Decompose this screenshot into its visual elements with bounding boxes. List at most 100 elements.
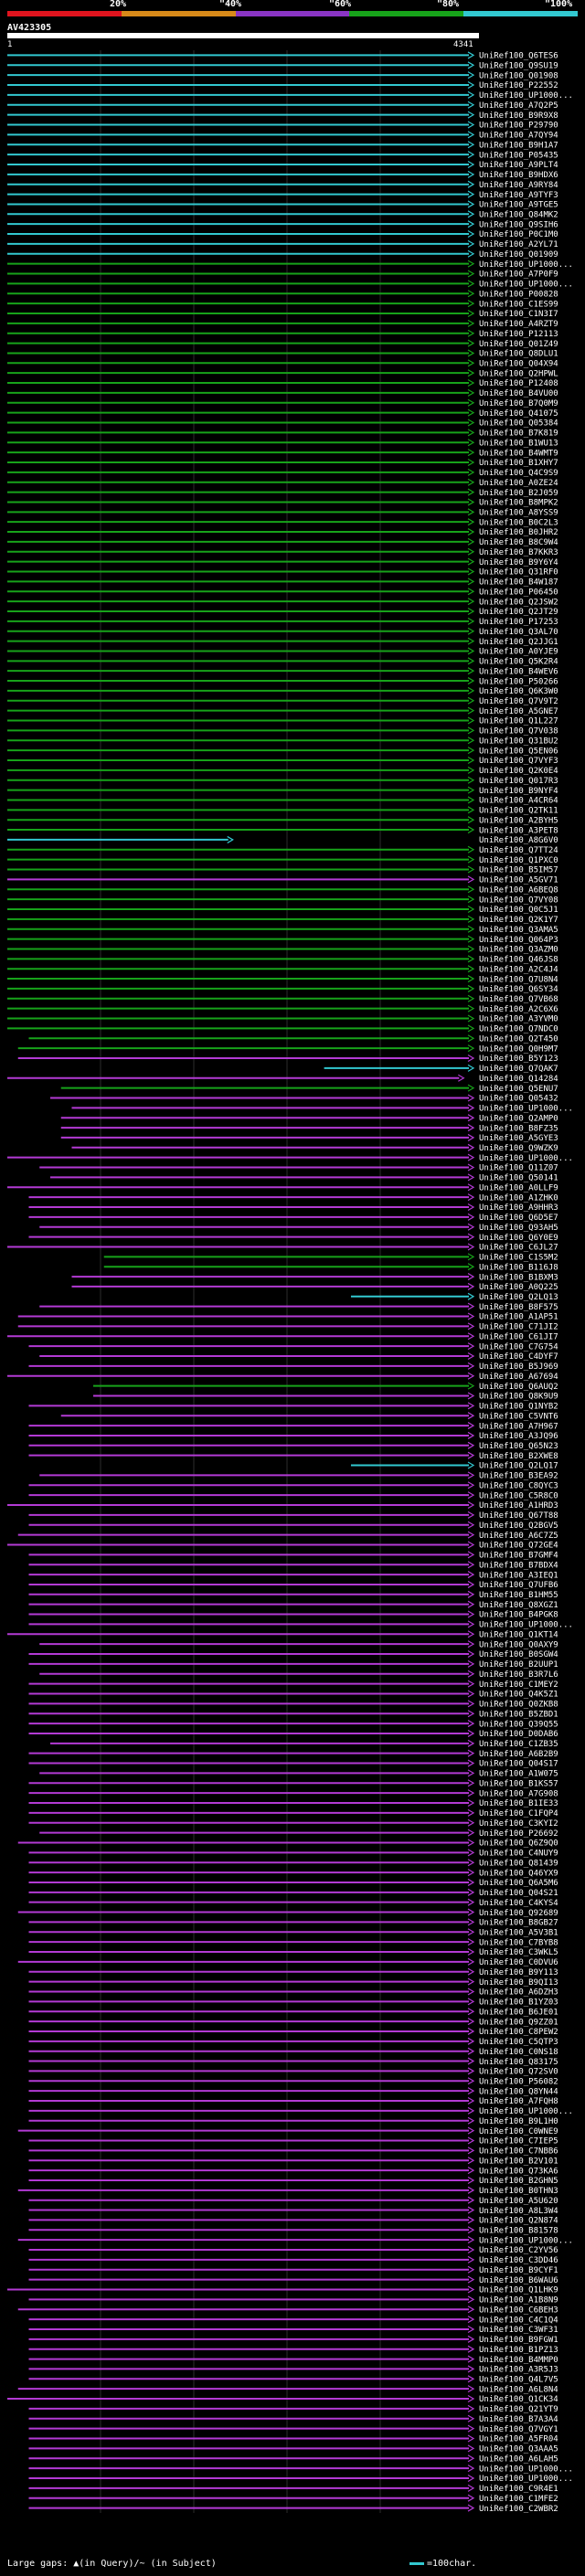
hit-label[interactable]: UniRef100_B1PZ13 [479, 2346, 558, 2355]
hit-row[interactable]: UniRef100_Q2K0E4 [7, 766, 558, 776]
hit-row[interactable]: UniRef100_B1IE33 [28, 1798, 558, 1808]
hit-label[interactable]: UniRef100_A0LLF9 [479, 1183, 558, 1193]
hit-row[interactable]: UniRef100_A1HRD3 [7, 1500, 558, 1511]
hit-label[interactable]: UniRef100_B9Y6Y4 [479, 558, 558, 567]
hit-label[interactable]: UniRef100_UP1000... [479, 91, 573, 101]
hit-label[interactable]: UniRef100_C61JI7 [479, 1332, 558, 1341]
hit-label[interactable]: UniRef100_Q1NYB2 [479, 1403, 558, 1412]
hit-row[interactable]: UniRef100_Q064P3 [7, 935, 558, 945]
hit-label[interactable]: UniRef100_A4RZT9 [479, 320, 558, 329]
hit-row[interactable]: UniRef100_C3KYI2 [28, 1818, 558, 1829]
hit-row[interactable]: UniRef100_B8GB27 [28, 1918, 558, 1928]
hit-label[interactable]: UniRef100_B7Q0M9 [479, 399, 558, 408]
hit-label[interactable]: UniRef100_A1ZHK0 [479, 1193, 558, 1203]
hit-row[interactable]: UniRef100_UP1000... [28, 2465, 573, 2474]
hit-row[interactable]: UniRef100_P0C1M0 [7, 230, 558, 239]
hit-row[interactable]: UniRef100_B1YZ03 [28, 1998, 558, 2008]
hit-row[interactable]: UniRef100_B7Q0M9 [7, 398, 558, 408]
hit-row[interactable]: UniRef100_A7G908 [28, 1789, 558, 1798]
hit-row[interactable]: UniRef100_Q46YX9 [28, 1869, 558, 1878]
hit-row[interactable]: UniRef100_B116J8 [103, 1263, 558, 1272]
hit-label[interactable]: UniRef100_Q2N874 [479, 2217, 558, 2226]
hit-row[interactable]: UniRef100_B8FZ35 [60, 1124, 558, 1133]
hit-label[interactable]: UniRef100_B2J059 [479, 489, 558, 498]
hit-label[interactable]: UniRef100_Q017R3 [479, 777, 558, 786]
hit-row[interactable]: UniRef100_Q1KT14 [7, 1630, 558, 1639]
hit-row[interactable]: UniRef100_Q5K2R4 [7, 657, 558, 667]
hit-label[interactable]: UniRef100_A7P0F9 [479, 270, 558, 280]
hit-row[interactable]: UniRef100_Q81439 [28, 1859, 558, 1868]
hit-row[interactable]: UniRef100_B3R7L6 [39, 1670, 558, 1680]
hit-label[interactable]: UniRef100_B7A3A4 [479, 2415, 558, 2424]
hit-label[interactable]: UniRef100_B4PGK8 [479, 1611, 558, 1620]
hit-row[interactable]: UniRef100_C71JI2 [17, 1322, 558, 1332]
hit-label[interactable]: UniRef100_A7FQH8 [479, 2097, 558, 2106]
hit-row[interactable]: UniRef100_C7BYB8 [28, 1938, 558, 1947]
hit-row[interactable]: UniRef100_A9PLT4 [7, 160, 558, 170]
hit-row[interactable]: UniRef100_P29790 [7, 121, 558, 131]
hit-label[interactable]: UniRef100_A9HHR3 [479, 1203, 558, 1213]
hit-label[interactable]: UniRef100_B5ZBD1 [479, 1710, 558, 1719]
hit-row[interactable]: UniRef100_UP1000... [7, 1153, 573, 1163]
hit-label[interactable]: UniRef100_A7Q2P5 [479, 101, 558, 111]
hit-label[interactable]: UniRef100_Q2TK11 [479, 807, 558, 816]
hit-row[interactable]: UniRef100_Q8DLU1 [7, 349, 558, 359]
hit-row[interactable]: UniRef100_Q2N874 [28, 2216, 558, 2226]
hit-label[interactable]: UniRef100_Q6AUQ2 [479, 1383, 558, 1392]
hit-label[interactable]: UniRef100_A3JQ96 [479, 1432, 558, 1441]
hit-row[interactable]: UniRef100_A4RZT9 [7, 319, 558, 329]
hit-label[interactable]: UniRef100_Q2K1Y7 [479, 916, 558, 925]
hit-label[interactable]: UniRef100_B1IE33 [479, 1799, 558, 1808]
hit-label[interactable]: UniRef100_B9L1H0 [479, 2117, 558, 2126]
hit-label[interactable]: UniRef100_Q6K3W0 [479, 687, 558, 696]
hit-label[interactable]: UniRef100_Q04S17 [479, 1760, 558, 1769]
hit-row[interactable]: UniRef100_C1ES99 [7, 300, 558, 309]
hit-label[interactable]: UniRef100_Q81439 [479, 1859, 558, 1868]
hit-row[interactable]: UniRef100_A3R5J3 [28, 2365, 558, 2375]
hit-label[interactable]: UniRef100_P12408 [479, 379, 558, 388]
hit-label[interactable]: UniRef100_Q05432 [479, 1095, 558, 1104]
hit-label[interactable]: UniRef100_UP1000... [479, 2475, 573, 2484]
hit-label[interactable]: UniRef100_A3PET8 [479, 826, 558, 835]
hit-row[interactable]: UniRef100_D0DAB6 [28, 1729, 558, 1739]
hit-row[interactable]: UniRef100_P05435 [7, 151, 558, 160]
hit-label[interactable]: UniRef100_Q7V038 [479, 727, 558, 737]
hit-row[interactable]: UniRef100_A5V3B1 [28, 1928, 558, 1937]
hit-row[interactable]: UniRef100_B5IM57 [7, 865, 558, 875]
hit-row[interactable]: UniRef100_A1B8N9 [28, 2295, 558, 2306]
hit-row[interactable]: UniRef100_Q01909 [7, 249, 558, 260]
hit-row[interactable]: UniRef100_Q92689 [17, 1908, 558, 1918]
hit-row[interactable]: UniRef100_A6DZH3 [28, 1988, 558, 1998]
hit-label[interactable]: UniRef100_Q92689 [479, 1909, 558, 1918]
hit-row[interactable]: UniRef100_UP1000... [28, 1620, 573, 1630]
hit-row[interactable]: UniRef100_B3EA92 [39, 1471, 558, 1481]
hit-row[interactable]: UniRef100_C1N3I7 [7, 309, 558, 319]
hit-row[interactable]: UniRef100_Q2TK11 [7, 806, 558, 816]
hit-row[interactable]: UniRef100_A2C4J4 [7, 965, 558, 974]
hit-label[interactable]: UniRef100_Q6SY34 [479, 985, 558, 994]
hit-row[interactable]: UniRef100_C7IEP5 [28, 2136, 558, 2147]
hit-label[interactable]: UniRef100_B0C2L3 [479, 518, 558, 527]
hit-label[interactable]: UniRef100_A1B8N9 [479, 2296, 558, 2306]
hit-row[interactable]: UniRef100_B4PGK8 [28, 1610, 558, 1620]
hit-label[interactable]: UniRef100_B7BDX4 [479, 1561, 558, 1570]
hit-row[interactable]: UniRef100_A3PET8 [7, 826, 558, 835]
hit-label[interactable]: UniRef100_Q65N23 [479, 1442, 558, 1451]
hit-label[interactable]: UniRef100_Q064P3 [479, 936, 558, 945]
hit-label[interactable]: UniRef100_C5VNT6 [479, 1412, 558, 1421]
hit-row[interactable]: UniRef100_Q3AL70 [7, 627, 558, 637]
hit-row[interactable]: UniRef100_Q46JS8 [7, 955, 558, 965]
hit-row[interactable]: UniRef100_A3IEQ1 [28, 1571, 558, 1580]
hit-label[interactable]: UniRef100_B5IM57 [479, 866, 558, 875]
hit-row[interactable]: UniRef100_Q1LHK9 [7, 2285, 558, 2295]
hit-row[interactable]: UniRef100_Q7TT24 [7, 845, 558, 855]
hit-row[interactable]: UniRef100_B5Y123 [17, 1054, 558, 1064]
hit-label[interactable]: UniRef100_Q8YN44 [479, 2087, 558, 2096]
hit-row[interactable]: UniRef100_B9FGW1 [28, 2335, 558, 2345]
hit-label[interactable]: UniRef100_B1KS57 [479, 1779, 558, 1788]
hit-label[interactable]: UniRef100_Q4K5Z1 [479, 1691, 558, 1700]
hit-row[interactable]: UniRef100_Q04X94 [7, 359, 558, 369]
hit-label[interactable]: UniRef100_UP1000... [479, 260, 573, 270]
hit-row[interactable]: UniRef100_B1WU13 [7, 439, 558, 448]
hit-row[interactable]: UniRef100_A6C7Z5 [17, 1531, 558, 1541]
